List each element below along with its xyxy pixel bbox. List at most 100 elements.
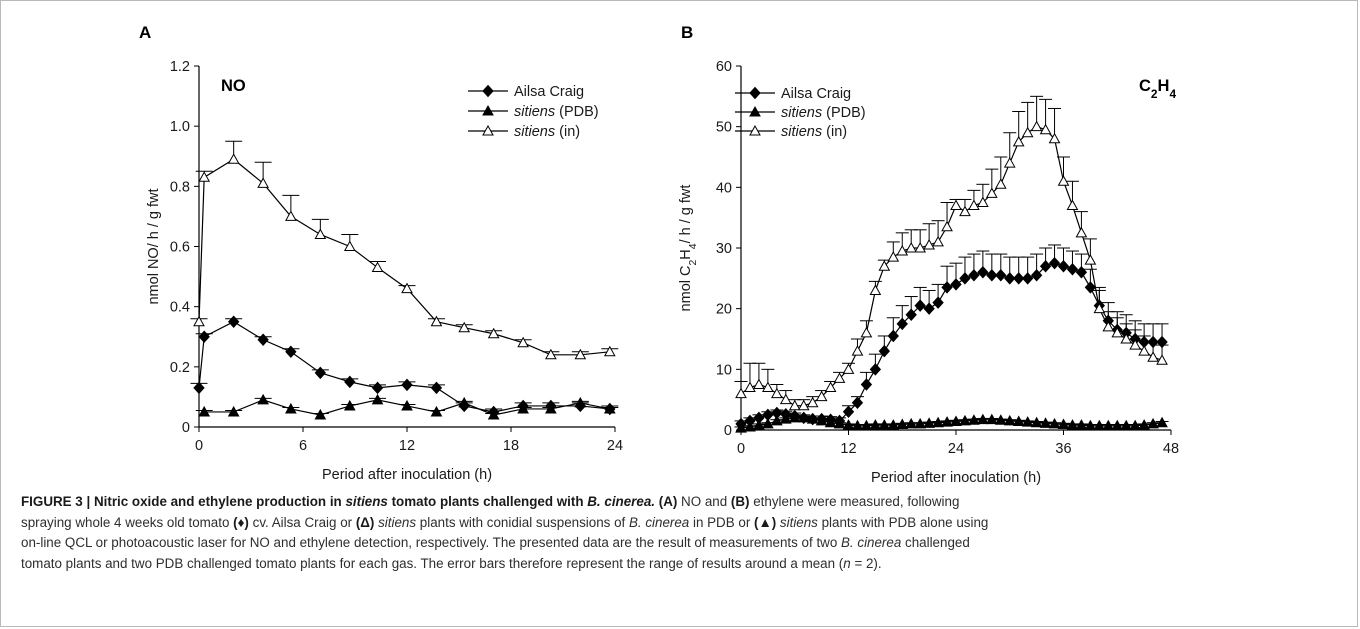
data-point [1012,135,1025,147]
caption-title-species: B. cinerea. [587,494,655,509]
data-point [227,405,240,417]
data-point [401,282,413,294]
data-point [487,408,500,420]
data-point [1102,320,1115,332]
caption-text: challenged [901,535,970,550]
data-point [285,345,297,359]
data-point [833,417,846,429]
data-point [887,419,900,430]
panel-annotation: C2H4 [1139,77,1176,101]
data-point [770,414,783,426]
data-point [1084,281,1097,294]
data-point [1138,345,1150,356]
caption-title-2: tomato plants challenged with [387,494,588,509]
caption-text: on-line QCL or photoacoustic laser for N… [21,535,841,550]
data-point [1147,351,1159,362]
data-point [950,278,962,291]
data-point [797,399,810,411]
y-tick-label: 0 [182,420,190,436]
data-point [905,308,917,321]
caption-line-2: spraying whole 4 weeks old tomato (♦) cv… [21,513,1341,534]
caption-italic: B. cinerea [628,514,690,530]
data-point [1021,126,1034,138]
data-point [887,251,900,262]
data-point [545,402,557,414]
data-point [896,418,909,430]
data-point [994,178,1007,189]
data-point [1075,419,1088,430]
data-point [1066,419,1079,430]
data-point [1093,302,1106,314]
data-point [371,381,384,395]
y-tick-label: 30 [716,241,732,257]
data-point [842,405,855,419]
data-point [1075,266,1088,279]
y-tick-label: 0.8 [170,179,190,195]
y-tick-label: 50 [716,120,732,136]
panel-label: B [681,23,693,42]
data-point [770,387,783,399]
data-point [314,408,327,420]
data-point [344,375,356,389]
y-tick-label: 40 [716,180,732,196]
caption-text: plants with PDB alone using [817,514,989,530]
data-point [887,329,899,343]
legend-label: sitiens (PDB) [514,104,599,120]
series-line [198,158,610,356]
caption-symbol-filled-triangle: (▲) [754,514,777,530]
data-point [797,411,810,423]
data-point [198,330,210,343]
data-point [343,399,356,411]
data-point [762,381,774,393]
data-point [1048,256,1061,270]
data-point [824,381,837,393]
data-point [806,396,819,408]
y-axis-label: nmol C2H4/ h / g fwt [678,185,699,312]
data-point [878,260,891,271]
caption-italic: n [843,555,851,571]
data-point [227,153,240,164]
data-point [198,405,211,417]
data-point [941,281,953,294]
data-point [257,177,269,188]
x-tick-label: 6 [299,438,307,454]
data-point [779,413,792,424]
data-point [285,402,297,414]
x-tick-label: 24 [607,438,623,454]
data-point [735,387,747,399]
data-point [1129,339,1142,350]
data-point [1057,418,1070,430]
data-point [959,414,971,426]
data-point [1004,272,1016,285]
data-point [914,241,927,253]
data-point [860,378,873,391]
data-point [603,345,616,357]
figure-caption: FIGURE 3 | Nitric oxide and ethylene pro… [21,492,1341,574]
data-point [198,171,211,182]
data-point [851,396,864,409]
y-tick-label: 0.2 [170,360,190,376]
caption-line-4: tomato plants and two PDB challenged tom… [21,554,1341,575]
data-point [1147,417,1159,429]
data-point [257,333,269,347]
data-point [923,302,935,315]
data-point [1156,354,1168,365]
y-tick-label: 1.2 [170,59,190,75]
x-tick-label: 18 [503,438,519,454]
panel-label: A [139,23,151,42]
data-point [977,266,989,279]
data-point [1057,259,1070,273]
y-tick-label: 0.6 [170,240,190,256]
caption-symbol-diamond: (♦) [233,514,249,530]
data-point [257,393,269,405]
data-point [842,419,855,430]
legend-marker [749,86,761,100]
data-point [914,417,927,429]
data-point [1129,419,1142,431]
x-tick-label: 0 [195,438,203,454]
data-point [1039,259,1052,273]
data-point [1003,157,1016,168]
data-point [986,269,998,282]
data-point [968,269,980,282]
data-point [314,366,327,380]
